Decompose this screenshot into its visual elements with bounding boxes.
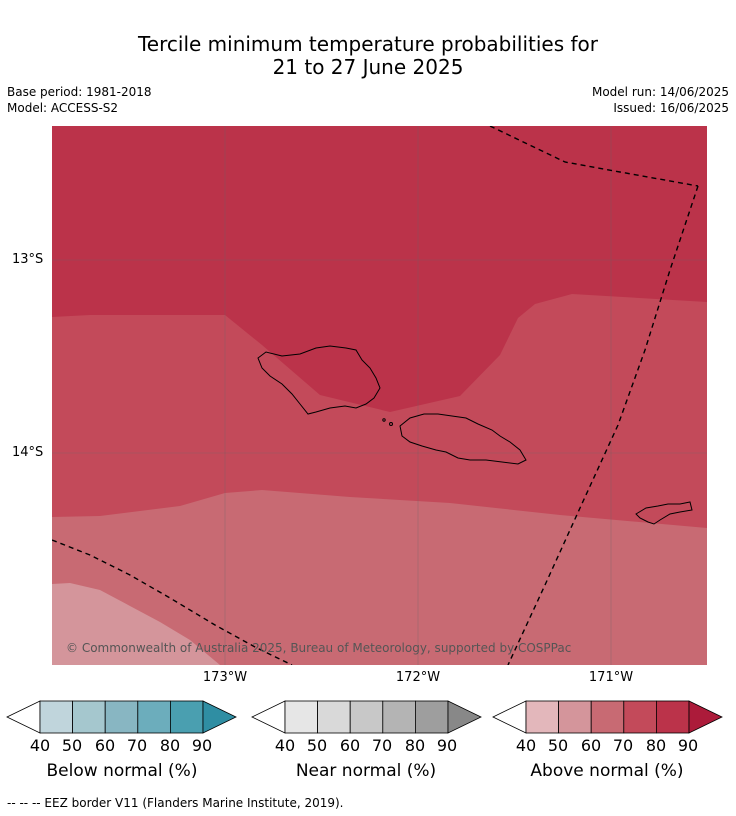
colorbar-near-label: Near normal (%) <box>295 761 437 781</box>
colorbar-cell <box>558 700 592 734</box>
colorbar-cell <box>317 700 351 734</box>
colorbar-below-over <box>202 700 237 734</box>
tick: 50 <box>61 736 83 755</box>
eez-border-southwest <box>52 539 293 665</box>
colorbar-above-label: Above normal (%) <box>530 761 684 781</box>
colorbar-cell <box>349 700 384 734</box>
chart-title-line1: Tercile minimum temperature probabilitie… <box>137 32 599 56</box>
tick: 70 <box>612 736 634 755</box>
eez-border-north <box>489 126 699 187</box>
island-apolima <box>382 418 386 422</box>
colorbar-above-under <box>492 700 527 734</box>
tick: 50 <box>547 736 569 755</box>
colorbar-below <box>6 700 237 734</box>
tick: 70 <box>371 736 393 755</box>
colorbar-below-under <box>6 700 41 734</box>
lat-label-13s: 13°S <box>12 252 44 267</box>
colorbar-near-under <box>251 700 286 734</box>
colorbar-cell <box>623 700 657 734</box>
lat-label-14s: 14°S <box>12 445 44 460</box>
eez-footnote: -- -- -- EEZ border V11 (Flanders Marine… <box>7 796 344 810</box>
colorbar-above-cells <box>525 700 690 734</box>
colorbar-cell <box>525 700 559 734</box>
colorbar-near-over <box>447 700 482 734</box>
tick: 80 <box>159 736 181 755</box>
colorbar-cell <box>104 700 139 734</box>
tick: 40 <box>29 736 51 755</box>
island-savaii <box>257 345 381 415</box>
colorbar-cell <box>382 700 416 734</box>
eez-border-east <box>507 185 699 665</box>
model-run: Model run: 14/06/2025 <box>591 85 729 99</box>
base-period: Base period: 1981-2018 <box>7 85 152 99</box>
lon-label-171w: 171°W <box>588 670 634 685</box>
colorbar-cell <box>72 700 106 734</box>
tick: 60 <box>339 736 361 755</box>
tick: 80 <box>645 736 667 755</box>
tick: 40 <box>515 736 537 755</box>
colorbar-cell <box>414 700 449 734</box>
colorbar-cell <box>39 700 73 734</box>
colorbar-near-cells <box>284 700 449 734</box>
colorbar-below-cells <box>39 700 204 734</box>
copyright-notice: © Commonwealth of Australia 2025, Bureau… <box>66 641 572 655</box>
colorbar-cell <box>137 700 171 734</box>
tick: 90 <box>677 736 699 755</box>
meta-left: Base period: 1981-2018 Model: ACCESS-S2 <box>7 84 152 116</box>
colorbar-cell <box>655 700 690 734</box>
colorbar-cell <box>169 700 204 734</box>
tick: 50 <box>306 736 328 755</box>
colorbar-below-label: Below normal (%) <box>46 761 198 781</box>
region-above-60 <box>52 490 707 665</box>
tick: 60 <box>94 736 116 755</box>
island-manono <box>389 422 393 426</box>
tick: 40 <box>274 736 296 755</box>
chart-title-line2: 21 to 27 June 2025 <box>272 55 464 79</box>
colorbar-cell <box>284 700 318 734</box>
island-upolu <box>399 413 527 465</box>
tick: 70 <box>126 736 148 755</box>
tick: 90 <box>436 736 458 755</box>
tick: 60 <box>580 736 602 755</box>
colorbar-near <box>251 700 482 734</box>
lon-label-173w: 173°W <box>202 670 248 685</box>
tick: 80 <box>404 736 426 755</box>
issued-date: Issued: 16/06/2025 <box>613 101 729 115</box>
region-above-50 <box>52 583 220 665</box>
colorbar-cell <box>590 700 625 734</box>
colorbar-above-over <box>688 700 723 734</box>
colorbar-above <box>492 700 723 734</box>
island-tutuila <box>635 501 693 525</box>
tick: 90 <box>191 736 213 755</box>
model-name: Model: ACCESS-S2 <box>7 101 119 115</box>
lon-label-172w: 172°W <box>395 670 441 685</box>
meta-right: Model run: 14/06/2025 Issued: 16/06/2025 <box>592 84 729 116</box>
